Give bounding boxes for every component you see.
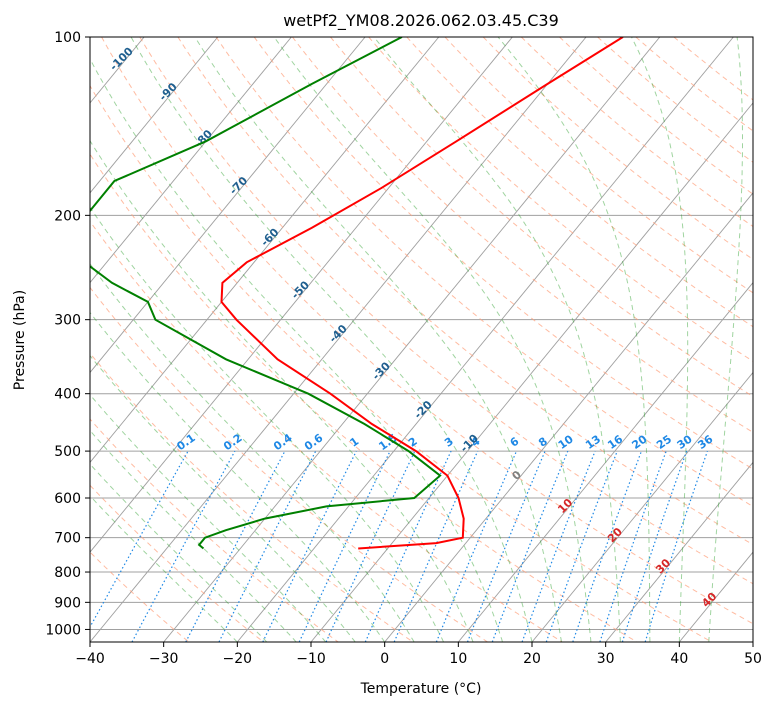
mixing-ratio-line	[644, 450, 708, 642]
dry-adiabat-line	[101, 37, 753, 625]
moist-adiabat-line	[273, 37, 592, 642]
x-tick-label: 20	[523, 651, 541, 667]
moist-adiabat-line	[90, 393, 327, 642]
moist-adiabat-line	[90, 429, 297, 642]
isotherm-line	[90, 37, 587, 642]
moist-adiabat-line	[631, 37, 689, 642]
mixing-ratio-line	[131, 450, 236, 642]
x-tick-label: −20	[223, 651, 253, 667]
x-axis-ticks: −40 −30 −20 −10 0 10 20 30 40 50	[75, 642, 762, 667]
x-tick-label: −10	[296, 651, 326, 667]
background-lines	[90, 37, 753, 642]
mixing-ratio-line	[521, 450, 596, 642]
mixing-ratio-line	[218, 450, 317, 642]
plot-frame	[89, 36, 754, 643]
mixing-ratio-line	[545, 450, 618, 642]
mixing-ratio-line	[262, 450, 357, 642]
mixing-ratio-line	[466, 450, 546, 642]
x-tick-label: 0	[380, 651, 389, 667]
moist-adiabat-line	[90, 206, 445, 642]
y-tick-label: 800	[54, 565, 81, 581]
mixing-ratio-line	[393, 450, 479, 642]
isotherm-line	[310, 102, 753, 642]
moist-adiabat-line	[90, 139, 474, 642]
y-axis-ticks: 100 200 300 400 500 600 700 800 900 1000	[45, 30, 90, 638]
dry-adiabat-line	[368, 37, 753, 362]
dry-adiabat-line	[253, 37, 753, 470]
y-tick-label: 300	[54, 313, 81, 329]
chart-title: wetPf2_YM08.2026.062.03.45.C39	[283, 11, 559, 31]
dry-adiabat-line	[330, 37, 753, 398]
moist-adiabat-line	[90, 354, 356, 642]
isotherm-line	[384, 192, 753, 642]
y-tick-label: 100	[54, 30, 81, 46]
dry-adiabat-line	[292, 37, 753, 433]
dewpoint-profile	[90, 37, 442, 550]
mixing-ratio-line	[90, 450, 189, 629]
x-tick-label: −40	[75, 651, 105, 667]
moist-adiabat-line	[130, 37, 533, 642]
isotherm-line	[90, 37, 366, 374]
isotherm-line	[90, 37, 219, 194]
isotherm-line	[457, 281, 753, 642]
mixing-ratio-line	[621, 450, 688, 642]
isotherm-line	[90, 37, 292, 284]
x-axis-label: Temperature (°C)	[360, 681, 482, 697]
isotherm-line	[531, 371, 753, 642]
moist-adiabat-line	[90, 57, 503, 642]
y-tick-label: 700	[54, 531, 81, 547]
y-tick-label: 900	[54, 595, 81, 611]
dry-adiabat-line	[90, 286, 488, 642]
mixing-ratio-line	[491, 450, 569, 642]
dry-adiabat-line	[444, 37, 753, 294]
x-tick-label: 40	[670, 651, 688, 667]
x-tick-label: 50	[744, 651, 762, 667]
moist-adiabat-line	[708, 37, 743, 642]
isotherm-line	[236, 37, 734, 642]
dry-adiabat-line	[90, 484, 264, 642]
profiles	[90, 37, 624, 550]
y-tick-label: 200	[54, 208, 81, 224]
mixing-ratio-line	[435, 450, 518, 642]
y-tick-label: 600	[54, 491, 81, 507]
temperature-profile	[220, 37, 624, 550]
dry-adiabat-line	[90, 153, 638, 642]
x-tick-label: 10	[449, 651, 467, 667]
isotherm-line	[90, 37, 513, 553]
x-tick-label: 30	[597, 651, 615, 667]
mixing-ratio-line	[364, 450, 452, 642]
y-tick-label: 1000	[45, 622, 81, 638]
moist-adiabat-line	[194, 37, 562, 642]
dry-adiabat-line	[90, 352, 414, 642]
moist-adiabat-line	[90, 262, 415, 642]
y-axis-label: Pressure (hPa)	[12, 290, 28, 390]
y-tick-label: 500	[54, 444, 81, 460]
moist-adiabat-line	[497, 37, 651, 642]
mixing-ratio-line	[599, 450, 667, 642]
isotherm-line	[605, 461, 753, 642]
moist-adiabat-line	[373, 37, 621, 642]
y-tick-label: 400	[54, 387, 81, 403]
mixing-ratio-line	[572, 450, 643, 642]
dry-adiabat-line	[90, 84, 712, 642]
x-tick-label: −30	[149, 651, 179, 667]
dry-adiabat-line	[406, 37, 753, 328]
isotherm-line	[163, 37, 661, 642]
dry-adiabat-line	[90, 220, 563, 642]
moist-adiabat-line	[90, 463, 268, 642]
